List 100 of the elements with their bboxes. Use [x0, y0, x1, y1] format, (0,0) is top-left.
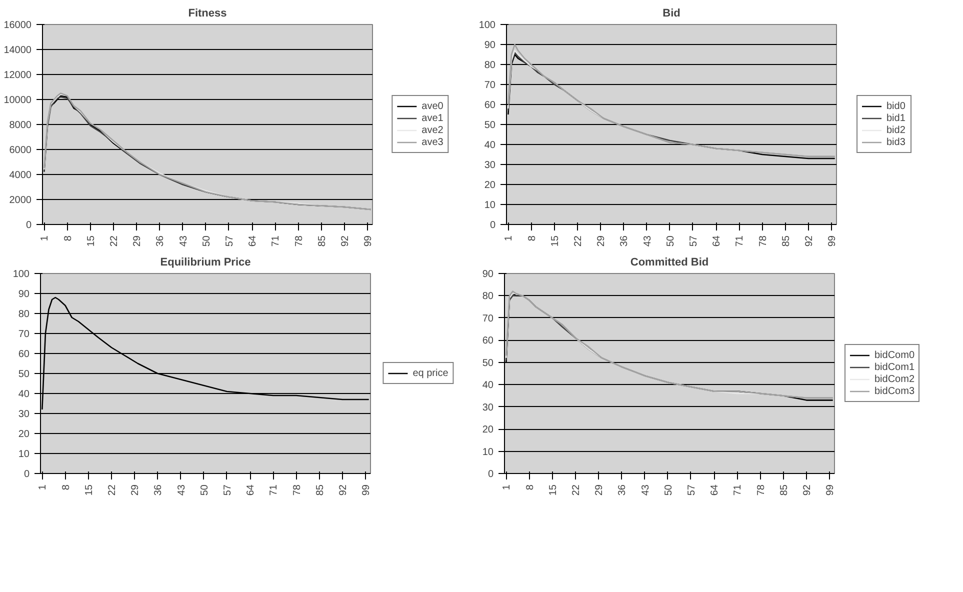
legend-label: bid2	[886, 124, 906, 136]
y-tick-label: 8000	[9, 120, 32, 131]
x-tick-label: 50	[201, 235, 212, 247]
x-tick-label: 8	[62, 235, 74, 242]
chart-title: Equilibrium Price	[160, 256, 251, 268]
x-tick-label: 78	[294, 235, 305, 247]
x-tick-label: 1	[502, 484, 513, 490]
y-tick-label: 90	[18, 289, 30, 300]
x-tick-label: 22	[572, 235, 584, 247]
y-tick-label: 60	[18, 349, 30, 360]
y-tick-label: 20	[18, 429, 30, 440]
x-tick-label: 57	[222, 484, 234, 496]
x-tick-label: 85	[316, 235, 328, 247]
x-tick-label: 29	[130, 484, 142, 496]
x-tick-label: 1	[38, 484, 49, 490]
y-tick-label: 10	[482, 446, 494, 458]
x-tick-label: 29	[596, 235, 608, 247]
x-tick-label: 99	[361, 484, 372, 496]
x-tick-label: 92	[802, 484, 813, 496]
x-tick-label: 15	[548, 484, 559, 496]
y-tick-label: 80	[482, 291, 494, 302]
y-tick-label: 100	[478, 20, 496, 31]
x-tick-label: 1	[40, 235, 51, 242]
legend-label: ave3	[422, 136, 444, 148]
x-tick-label: 64	[248, 235, 259, 247]
x-tick-label: 92	[338, 484, 349, 496]
y-tick-label: 4000	[9, 170, 32, 181]
x-tick-label: 50	[663, 484, 674, 496]
x-tick-label: 8	[60, 484, 72, 490]
y-tick-label: 70	[484, 80, 496, 91]
chart-title: Bid	[662, 8, 680, 20]
x-tick-label: 22	[570, 484, 582, 496]
x-tick-label: 57	[224, 235, 236, 247]
y-tick-label: 0	[490, 220, 496, 231]
x-tick-label: 15	[86, 235, 97, 247]
legend-label: eq price	[412, 367, 448, 379]
legend-label: bid0	[886, 100, 906, 112]
x-tick-label: 22	[106, 484, 118, 496]
legend-label: ave1	[422, 112, 444, 124]
x-tick-label: 92	[340, 235, 351, 247]
x-tick-label: 43	[640, 484, 652, 496]
x-tick-label: 36	[155, 235, 166, 247]
x-tick-label: 71	[268, 484, 280, 496]
legend-label: bid3	[886, 136, 906, 148]
y-tick-label: 40	[18, 389, 30, 400]
x-tick-label: 22	[108, 235, 120, 247]
x-tick-label: 1	[504, 235, 515, 242]
x-tick-label: 36	[153, 484, 164, 496]
x-tick-label: 8	[524, 484, 536, 490]
x-tick-label: 64	[710, 484, 721, 496]
y-tick-label: 10	[484, 200, 496, 211]
y-tick-label: 20	[484, 180, 496, 191]
y-tick-label: 2000	[9, 195, 32, 206]
y-tick-label: 40	[484, 140, 496, 151]
x-tick-label: 71	[732, 484, 744, 496]
y-tick-label: 20	[482, 424, 494, 436]
x-tick-label: 36	[619, 235, 630, 247]
legend-label: ave0	[422, 100, 444, 112]
y-tick-label: 60	[484, 100, 496, 111]
x-tick-label: 29	[132, 235, 144, 247]
legend-label: bidCom2	[874, 373, 915, 385]
x-tick-label: 29	[594, 484, 606, 496]
x-tick-label: 15	[84, 484, 95, 496]
x-tick-label: 99	[363, 235, 374, 247]
y-tick-label: 0	[26, 220, 32, 231]
x-tick-label: 78	[292, 484, 303, 496]
x-tick-label: 50	[665, 235, 676, 247]
y-tick-label: 50	[18, 369, 30, 380]
x-tick-label: 57	[686, 484, 698, 496]
x-tick-label: 64	[246, 484, 257, 496]
legend-label: ave2	[422, 124, 444, 136]
y-tick-label: 16000	[4, 20, 32, 31]
x-tick-label: 36	[617, 484, 628, 496]
y-tick-label: 30	[484, 160, 496, 171]
legend-label: bidCom1	[874, 361, 915, 373]
legend-label: bid1	[886, 112, 906, 124]
y-tick-label: 10	[18, 449, 30, 460]
x-tick-label: 50	[199, 484, 210, 496]
x-tick-label: 78	[756, 484, 767, 496]
y-tick-label: 90	[484, 40, 496, 51]
y-tick-label: 70	[482, 313, 494, 324]
x-tick-label: 15	[550, 235, 561, 247]
y-tick-label: 100	[12, 269, 30, 280]
x-tick-label: 8	[526, 235, 538, 242]
legend-label: bidCom3	[874, 385, 915, 397]
legend-label: bidCom0	[874, 349, 915, 361]
y-tick-label: 50	[482, 358, 494, 369]
x-tick-label: 57	[688, 235, 700, 247]
y-tick-label: 0	[24, 469, 30, 480]
x-tick-label: 99	[825, 484, 836, 496]
y-tick-label: 14000	[4, 45, 32, 56]
y-tick-label: 80	[484, 60, 496, 71]
y-tick-label: 12000	[4, 70, 32, 81]
x-tick-label: 85	[778, 484, 790, 496]
y-tick-label: 30	[18, 409, 30, 420]
chart-title: Fitness	[188, 8, 227, 20]
y-tick-label: 30	[482, 402, 494, 414]
y-tick-label: 6000	[9, 145, 32, 156]
y-tick-label: 10000	[4, 95, 32, 106]
y-tick-label: 90	[482, 269, 494, 280]
